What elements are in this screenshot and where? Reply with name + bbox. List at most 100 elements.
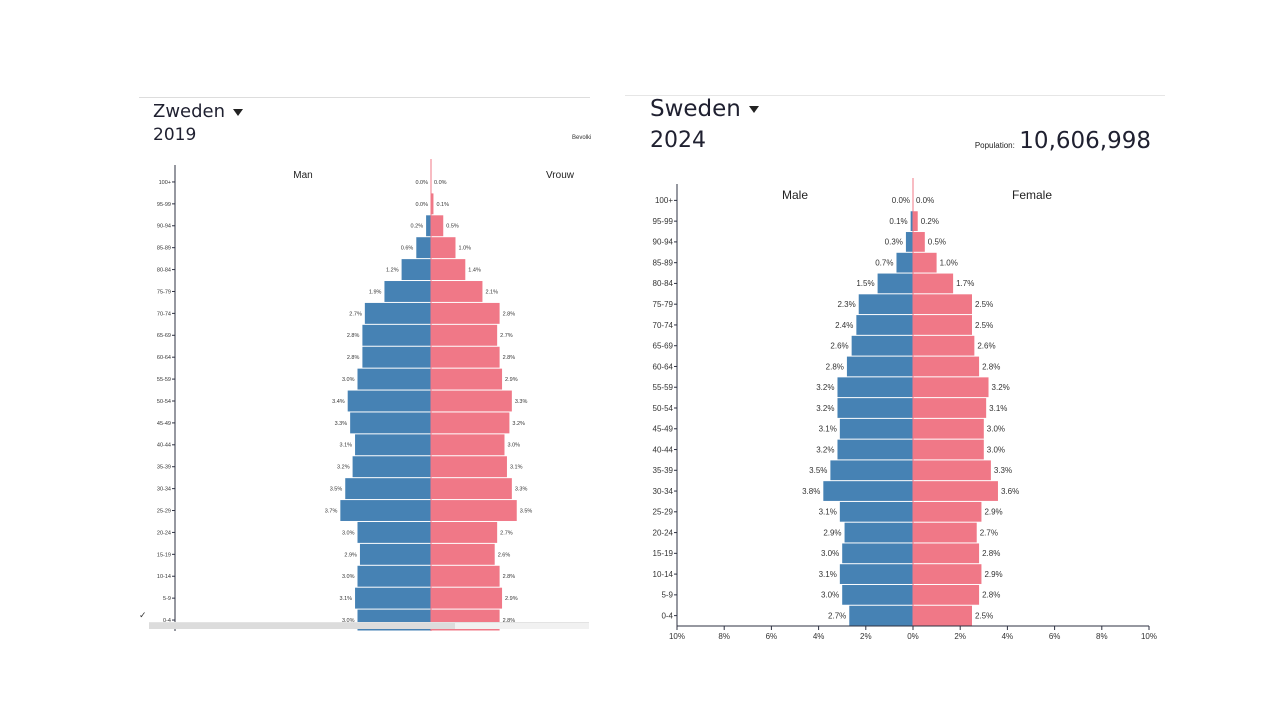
data-label-female: 2.8%: [982, 362, 1000, 371]
x-tick-label: 6%: [1049, 632, 1061, 641]
population-label: Bevolki: [572, 135, 592, 141]
horizontal-scrollbar[interactable]: [149, 622, 589, 629]
bar-male: [384, 281, 431, 302]
bar-male: [345, 478, 431, 500]
bar-female: [913, 232, 925, 252]
caret-down-icon[interactable]: [748, 106, 759, 113]
y-tick-label: 75-79: [157, 289, 171, 295]
bar-female: [431, 237, 456, 259]
bar-male: [839, 564, 913, 584]
bar-male: [839, 501, 913, 522]
data-label-female: 2.5%: [975, 300, 993, 309]
bar-male: [357, 565, 431, 587]
y-tick-label: 90-94: [157, 224, 171, 230]
data-label-female: 0.5%: [928, 238, 946, 247]
y-tick-label: 20-24: [157, 530, 171, 536]
data-label-male: 0.2%: [411, 224, 424, 230]
data-label-male: 3.4%: [332, 399, 345, 405]
bar-female: [913, 543, 980, 564]
data-label-male: 3.2%: [337, 465, 350, 471]
data-label-female: 1.4%: [468, 267, 481, 273]
bar-female: [431, 500, 517, 521]
pyramid-panel-2019: Zweden 2019 Bevolki Man Vrouw 0-4 3.0% 2.8% 5…: [139, 97, 592, 631]
scrollbar-thumb[interactable]: [149, 623, 455, 629]
y-tick-label: 70-74: [157, 311, 171, 317]
data-label-female: 2.9%: [505, 596, 518, 602]
bar-female: [431, 587, 503, 609]
y-tick-label: 25-29: [653, 508, 674, 517]
bar-male: [856, 315, 913, 335]
y-tick-label: 65-69: [157, 333, 171, 339]
y-tick-label: 85-89: [157, 246, 171, 252]
y-tick-label: 80-84: [653, 279, 674, 288]
data-label-male: 3.7%: [325, 508, 338, 514]
country-selector[interactable]: Zweden: [153, 101, 244, 122]
y-tick-label: 50-54: [653, 404, 674, 413]
bar-male: [352, 456, 431, 478]
bar-male: [830, 460, 913, 481]
x-tick-label: 8%: [718, 632, 730, 641]
y-tick-label: 15-19: [653, 549, 674, 558]
bar-female: [431, 390, 512, 412]
y-tick-label: 95-99: [653, 217, 674, 226]
y-tick-label: 100+: [655, 196, 673, 205]
data-label-female: 2.7%: [500, 530, 513, 536]
bar-female: [431, 456, 507, 478]
data-label-female: 3.0%: [987, 425, 1005, 434]
bar-male: [910, 211, 913, 232]
data-label-male: 3.0%: [821, 591, 839, 600]
data-label-male: 0.0%: [892, 196, 910, 205]
data-label-female: 0.2%: [921, 217, 939, 226]
y-tick-label: 60-64: [157, 355, 171, 361]
y-tick-label: 80-84: [157, 267, 171, 273]
data-label-female: 2.6%: [498, 552, 511, 558]
data-label-female: 2.6%: [977, 342, 995, 351]
data-label-female: 2.5%: [975, 611, 993, 620]
data-label-male: 0.0%: [415, 202, 428, 208]
data-label-male: 0.0%: [415, 180, 428, 186]
caret-down-icon[interactable]: [233, 108, 244, 116]
bar-male: [842, 584, 913, 605]
data-label-male: 3.3%: [335, 421, 348, 427]
series-label-female: Vrouw: [546, 170, 575, 181]
data-label-male: 1.2%: [386, 267, 399, 273]
data-label-female: 2.8%: [503, 574, 516, 580]
bar-female: [431, 302, 500, 324]
data-label-female: 2.8%: [503, 311, 516, 317]
bar-male: [357, 368, 431, 390]
data-label-female: 0.0%: [434, 180, 447, 186]
data-label-male: 1.9%: [369, 289, 382, 295]
data-label-male: 2.7%: [828, 611, 846, 620]
country-selector[interactable]: Sweden: [650, 96, 759, 122]
bar-male: [905, 232, 913, 252]
y-tick-label: 55-59: [157, 377, 171, 383]
bar-female: [913, 522, 977, 543]
data-label-female: 0.5%: [446, 224, 459, 230]
data-label-female: 2.9%: [984, 570, 1002, 579]
x-tick-label: 0%: [907, 632, 919, 641]
y-tick-label: 70-74: [653, 321, 674, 330]
data-label-female: 3.1%: [510, 465, 523, 471]
population-label: Population:: [974, 141, 1015, 150]
data-label-male: 3.0%: [821, 549, 839, 558]
check-icon[interactable]: ✓: [139, 610, 147, 620]
bar-male: [401, 259, 431, 281]
data-label-male: 3.5%: [809, 466, 827, 475]
data-label-female: 1.0%: [459, 246, 472, 252]
data-label-male: 2.7%: [349, 311, 362, 317]
y-tick-label: 40-44: [157, 443, 171, 449]
y-tick-label: 25-29: [157, 508, 171, 514]
data-label-male: 0.6%: [401, 246, 414, 252]
bar-male: [355, 587, 431, 609]
data-label-male: 3.0%: [342, 377, 355, 383]
bar-female: [913, 211, 918, 232]
data-label-male: 3.1%: [819, 570, 837, 579]
bar-female: [913, 584, 980, 605]
pyramid-panel-2024: Sweden 2024 Population: 10,606,998 Male F…: [625, 95, 1165, 666]
bar-female: [431, 521, 498, 543]
data-label-male: 3.1%: [340, 443, 353, 449]
y-tick-label: 30-34: [157, 487, 171, 493]
data-label-female: 2.8%: [982, 591, 1000, 600]
y-tick-label: 75-79: [653, 300, 674, 309]
y-tick-label: 10-14: [653, 570, 674, 579]
